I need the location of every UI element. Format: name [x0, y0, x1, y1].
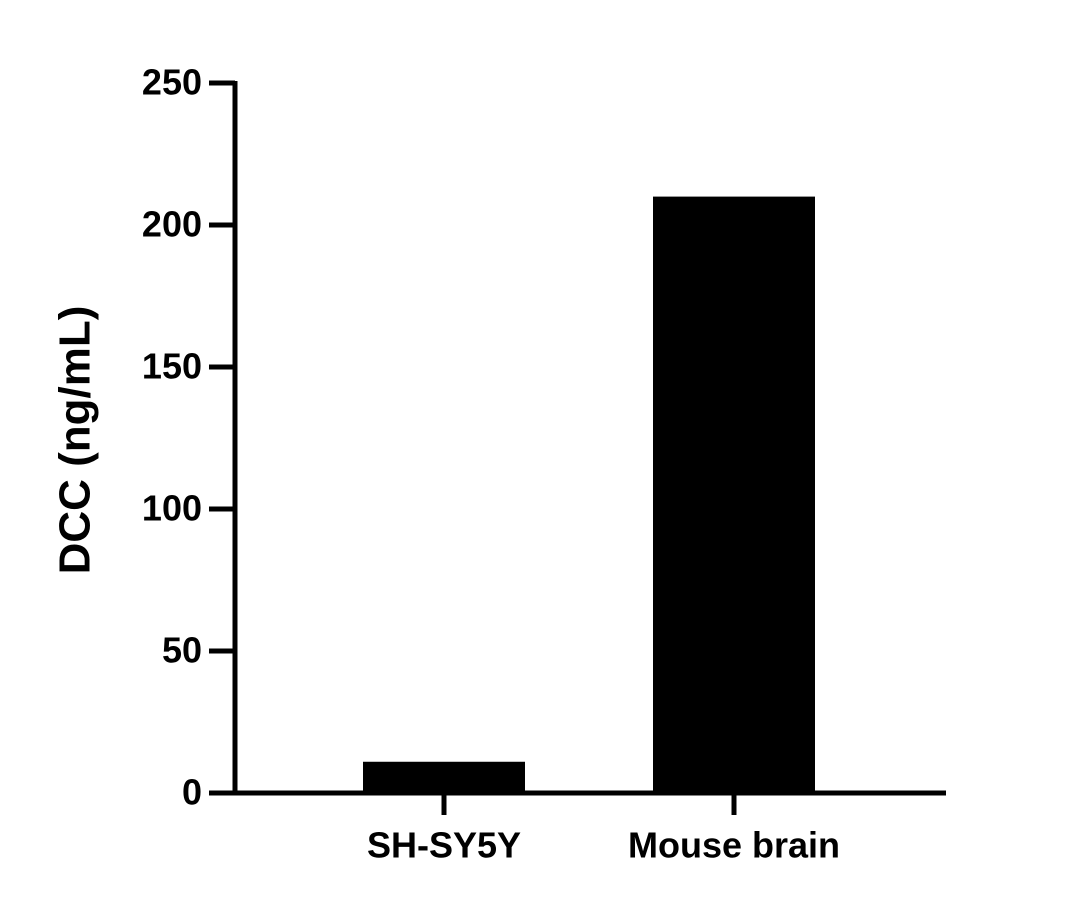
x-tick-label: Mouse brain [628, 825, 840, 866]
y-tick-label: 0 [182, 772, 202, 813]
y-tick-label: 200 [142, 204, 202, 245]
bar [653, 196, 815, 794]
y-axis-label: DCC (ng/mL) [51, 306, 100, 575]
y-tick-label: 100 [142, 488, 202, 529]
y-tick-label: 150 [142, 346, 202, 387]
y-tick-label: 50 [162, 630, 202, 671]
bar [363, 761, 525, 793]
y-tick-label: 250 [142, 62, 202, 103]
x-tick-label: SH-SY5Y [367, 825, 521, 866]
